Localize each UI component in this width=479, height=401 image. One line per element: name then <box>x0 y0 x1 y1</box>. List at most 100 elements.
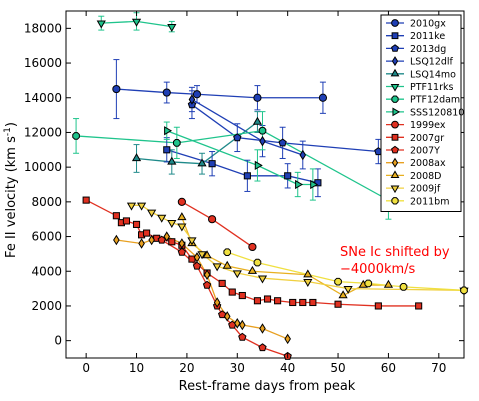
y-tick-label: 14000 <box>24 91 62 105</box>
data-point-2010gx <box>162 88 171 97</box>
legend-marker-2007gr <box>391 133 399 141</box>
x-axis-label: Rest-frame days from peak <box>179 379 356 394</box>
data-point-2008ax <box>163 231 171 242</box>
plot-frame <box>65 10 465 359</box>
data-point-2007gr <box>132 220 141 228</box>
legend-label-2008d: 2008D <box>410 171 442 182</box>
error-bars <box>73 12 392 220</box>
legend-label-1999ex: 1999ex <box>410 120 446 131</box>
data-point-2009jf <box>257 275 268 284</box>
x-tick-label: 10 <box>129 361 144 375</box>
y-tick-label: 4000 <box>31 264 62 278</box>
data-point-2007y <box>238 332 247 341</box>
data-point-2007gr <box>415 302 423 310</box>
data-point-2011bm <box>334 277 342 286</box>
data-point-2008ax <box>148 234 155 246</box>
data-point-2008ax <box>113 234 120 246</box>
data-point-2008d <box>202 250 212 259</box>
y-axis-label: Fe II velocity (km s-1) <box>3 122 19 258</box>
data-point-2007y <box>177 247 187 256</box>
legend-marker-2008ax <box>391 157 399 168</box>
data-point-2009jf <box>343 285 353 294</box>
y-tick-label: 2000 <box>31 299 62 313</box>
data-point-ptf11rks <box>167 23 177 32</box>
data-point-2007gr <box>274 297 282 305</box>
legend-label-2013dg: 2013dg <box>410 44 446 55</box>
data-point-2007gr <box>112 212 120 220</box>
legend-marker-2007y <box>391 145 399 154</box>
data-point-ptf12dam <box>258 126 267 135</box>
data-point-2007y <box>202 280 212 289</box>
data-point-2013dg <box>233 133 242 142</box>
data-point-2007gr <box>143 229 151 237</box>
data-point-ptf11rks <box>96 20 106 29</box>
data-point-lsq14mo <box>131 153 142 162</box>
annotation-line-1: SNe Ic shifted by <box>340 245 450 260</box>
data-point-2007gr <box>238 291 246 300</box>
data-point-2007y <box>258 343 267 352</box>
legend-label-2008ax: 2008ax <box>410 158 446 169</box>
data-point-2007y <box>217 310 227 319</box>
data-point-1999ex <box>248 242 257 252</box>
data-point-2011ke <box>284 172 292 180</box>
data-point-sss120810 <box>310 179 319 190</box>
legend-marker-lsq14mo <box>390 68 400 77</box>
data-point-2007y <box>192 261 202 270</box>
data-point-2009jf <box>136 202 147 211</box>
data-point-2007gr <box>299 298 307 307</box>
data-point-lsq12dlf <box>299 149 307 161</box>
legend-label-sss120810: SSS120810 <box>410 107 464 118</box>
data-point-sss120810 <box>164 126 173 136</box>
data-point-2008d <box>177 212 187 221</box>
y-axis-label-sup: -1 <box>3 127 13 136</box>
y-tick-label: 16000 <box>24 56 62 70</box>
legend-label-ptf11rks: PTF11rks <box>410 82 453 93</box>
data-point-2008ax <box>178 238 186 249</box>
data-point-lsq14mo <box>197 158 207 167</box>
data-point-2009jf <box>147 209 157 218</box>
x-tick-label: 70 <box>431 361 446 375</box>
y-tick-label: 6000 <box>31 230 62 244</box>
legend-marker-2011ke <box>391 32 399 40</box>
data-point-2009jf <box>167 220 177 228</box>
legend-marker-2011bm <box>391 197 399 205</box>
data-point-2010gx <box>318 93 328 102</box>
legend-label-2007y: 2007Y <box>410 146 440 157</box>
series-line-sss120810 <box>166 130 313 186</box>
legend-marker-2010gx <box>391 19 399 27</box>
data-point-2008ax <box>284 333 291 345</box>
legend-label-lsq14mo: LSQ14mo <box>410 69 456 80</box>
data-point-2007gr <box>289 298 297 307</box>
legend-label-2007gr: 2007gr <box>410 133 444 144</box>
x-tick-label: 50 <box>330 361 345 375</box>
x-tick-label: 40 <box>280 361 295 375</box>
series-markers <box>72 18 469 360</box>
data-point-ptf12dam <box>173 139 181 147</box>
data-point-2007gr <box>309 298 317 307</box>
data-point-2008ax <box>138 238 145 249</box>
data-point-2008ax <box>213 297 221 308</box>
legend-label-2010gx: 2010gx <box>410 19 446 30</box>
legend-marker-sss120810 <box>392 107 401 117</box>
legend-marker-ptf12dam <box>391 95 399 103</box>
legend-label-2009jf: 2009jf <box>410 184 441 195</box>
data-point-2010gx <box>112 84 121 94</box>
legend-marker-1999ex <box>391 120 399 129</box>
data-point-2007gr <box>82 196 90 204</box>
data-point-sss120810 <box>254 160 263 171</box>
y-axis-label-close: ) <box>4 122 19 127</box>
data-point-2007gr <box>122 217 131 225</box>
y-tick-label: 0 <box>54 334 62 348</box>
series-line-2011bm <box>227 251 464 291</box>
data-point-2007gr <box>218 279 226 287</box>
y-tick-label: 8000 <box>31 195 62 209</box>
x-tick-label: 20 <box>179 361 194 375</box>
data-point-2007gr <box>228 288 236 296</box>
data-point-2010gx <box>192 90 202 99</box>
legend-label-2011ke: 2011ke <box>410 31 445 42</box>
data-point-2009jf <box>197 251 207 260</box>
y-tick-label: 10000 <box>24 160 62 174</box>
data-point-2008ax <box>223 311 231 322</box>
data-point-2007gr <box>168 238 176 246</box>
data-point-2011ke <box>208 160 216 168</box>
